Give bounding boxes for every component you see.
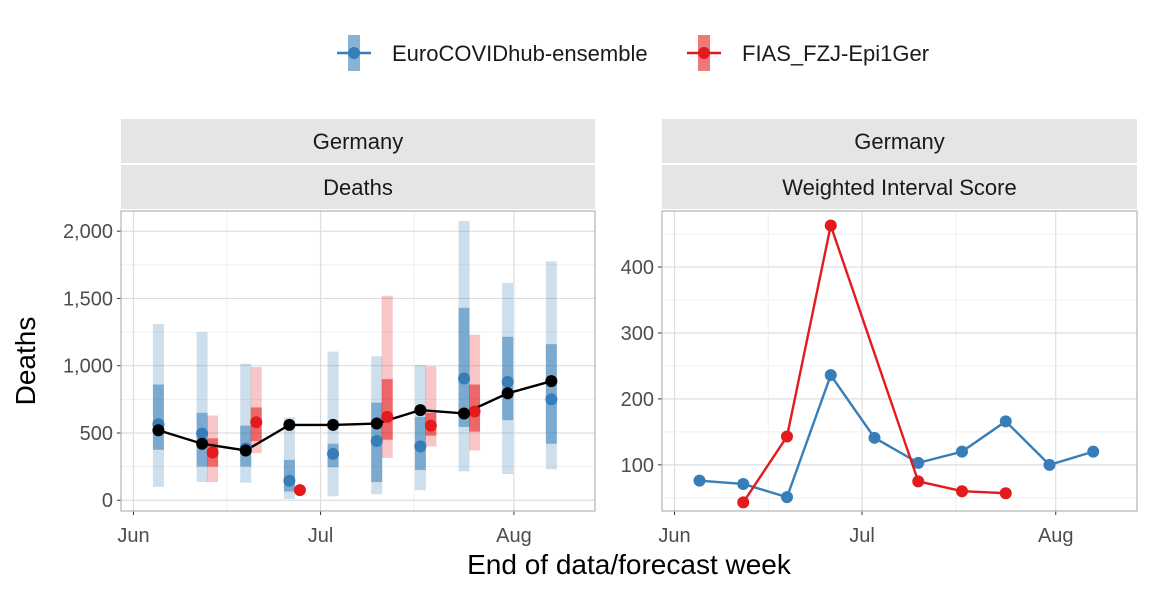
median-point bbox=[196, 427, 209, 440]
series-point bbox=[824, 219, 837, 232]
facet-strip bbox=[662, 119, 1137, 163]
median-point bbox=[283, 474, 296, 487]
observed-point bbox=[239, 444, 252, 457]
observed-point bbox=[414, 404, 427, 417]
interval-90-bar bbox=[425, 366, 437, 447]
legend-key-point bbox=[698, 47, 710, 59]
median-point bbox=[414, 440, 427, 453]
x-tick-label: Jul bbox=[308, 525, 334, 547]
median-point bbox=[501, 375, 514, 388]
panel-background bbox=[121, 211, 595, 511]
median-point bbox=[468, 405, 481, 418]
series-point bbox=[1043, 458, 1056, 471]
facet-strip-location: Germany bbox=[313, 129, 403, 154]
y-tick-label: 1,500 bbox=[63, 288, 113, 310]
observed-point bbox=[545, 375, 558, 388]
facet-strip-metric: Deaths bbox=[323, 175, 393, 200]
series-point bbox=[956, 445, 968, 458]
observed-point bbox=[283, 418, 296, 431]
y-tick-label: 100 bbox=[621, 455, 654, 477]
series-line bbox=[699, 372, 1094, 499]
legend-key-point bbox=[348, 47, 360, 59]
panel-border bbox=[661, 210, 1138, 512]
series-point bbox=[781, 430, 793, 443]
deaths-panel: Germany Deaths 0 500 1,000 1,500 2,000 Jun Jul Au… bbox=[63, 119, 596, 547]
observed-point bbox=[458, 407, 471, 420]
x-tick-label: Aug bbox=[496, 525, 532, 547]
median-point bbox=[327, 447, 340, 460]
facet-strip bbox=[662, 165, 1137, 209]
interval-90-bar bbox=[381, 295, 393, 458]
median-point bbox=[250, 416, 263, 429]
y-axis-title: Deaths bbox=[10, 317, 41, 406]
median-point bbox=[545, 393, 558, 406]
series-point bbox=[999, 415, 1012, 428]
x-tick-label: Jun bbox=[117, 525, 149, 547]
observed-line bbox=[158, 380, 552, 452]
series-point bbox=[737, 496, 750, 509]
facet-strip-metric: Weighted Interval Score bbox=[782, 175, 1016, 200]
interval-50-bar bbox=[381, 379, 393, 440]
x-axis-title: End of data/forecast week bbox=[467, 549, 792, 580]
y-tick-label: 300 bbox=[621, 323, 654, 345]
series-point bbox=[1087, 445, 1100, 458]
median-point bbox=[424, 419, 437, 432]
legend-label: EuroCOVIDhub-ensemble bbox=[392, 41, 648, 66]
panel-background bbox=[662, 211, 1137, 511]
median-point bbox=[381, 410, 394, 423]
y-tick-label: 500 bbox=[80, 423, 113, 445]
interval-90-bar bbox=[283, 417, 295, 499]
series-line bbox=[742, 220, 1006, 504]
panel-border bbox=[120, 210, 596, 512]
x-tick-label: Jul bbox=[849, 525, 875, 547]
observed-point bbox=[152, 424, 165, 437]
observed-point bbox=[196, 437, 209, 450]
y-tick-label: 2,000 bbox=[63, 221, 113, 243]
y-tick-label: 0 bbox=[102, 490, 113, 512]
facet-strip bbox=[121, 165, 595, 209]
series-point bbox=[868, 431, 881, 444]
facet-strip bbox=[121, 119, 595, 163]
series-point bbox=[956, 485, 968, 498]
series-point bbox=[824, 369, 837, 382]
interval-50-bar bbox=[152, 384, 164, 450]
series-point bbox=[912, 456, 925, 469]
series-point bbox=[781, 491, 793, 504]
median-point bbox=[370, 435, 383, 448]
interval-90-bar bbox=[240, 363, 252, 483]
series-point bbox=[737, 477, 750, 490]
legend-label: FIAS_FZJ-Epi1Ger bbox=[742, 41, 929, 66]
median-point bbox=[206, 446, 219, 459]
observed-point bbox=[370, 417, 383, 430]
y-tick-label: 200 bbox=[621, 389, 654, 411]
series-point bbox=[999, 487, 1012, 500]
median-point bbox=[458, 372, 471, 385]
observed-point bbox=[501, 387, 514, 400]
median-point bbox=[293, 484, 306, 497]
series-point bbox=[912, 475, 925, 488]
observed-point bbox=[327, 418, 340, 431]
interval-90-bar bbox=[196, 332, 208, 483]
legend: EuroCOVIDhub-ensemble FIAS_FZJ-Epi1Ger bbox=[337, 35, 929, 71]
y-tick-label: 1,000 bbox=[63, 356, 113, 378]
x-tick-label: Aug bbox=[1038, 525, 1074, 547]
interval-50-bar bbox=[458, 307, 470, 427]
series-point bbox=[693, 474, 706, 487]
y-tick-label: 400 bbox=[621, 257, 654, 279]
facet-strip-location: Germany bbox=[854, 129, 944, 154]
x-tick-label: Jun bbox=[658, 525, 690, 547]
wis-panel: Germany Weighted Interval Score 100 200 300 4… bbox=[621, 119, 1138, 547]
